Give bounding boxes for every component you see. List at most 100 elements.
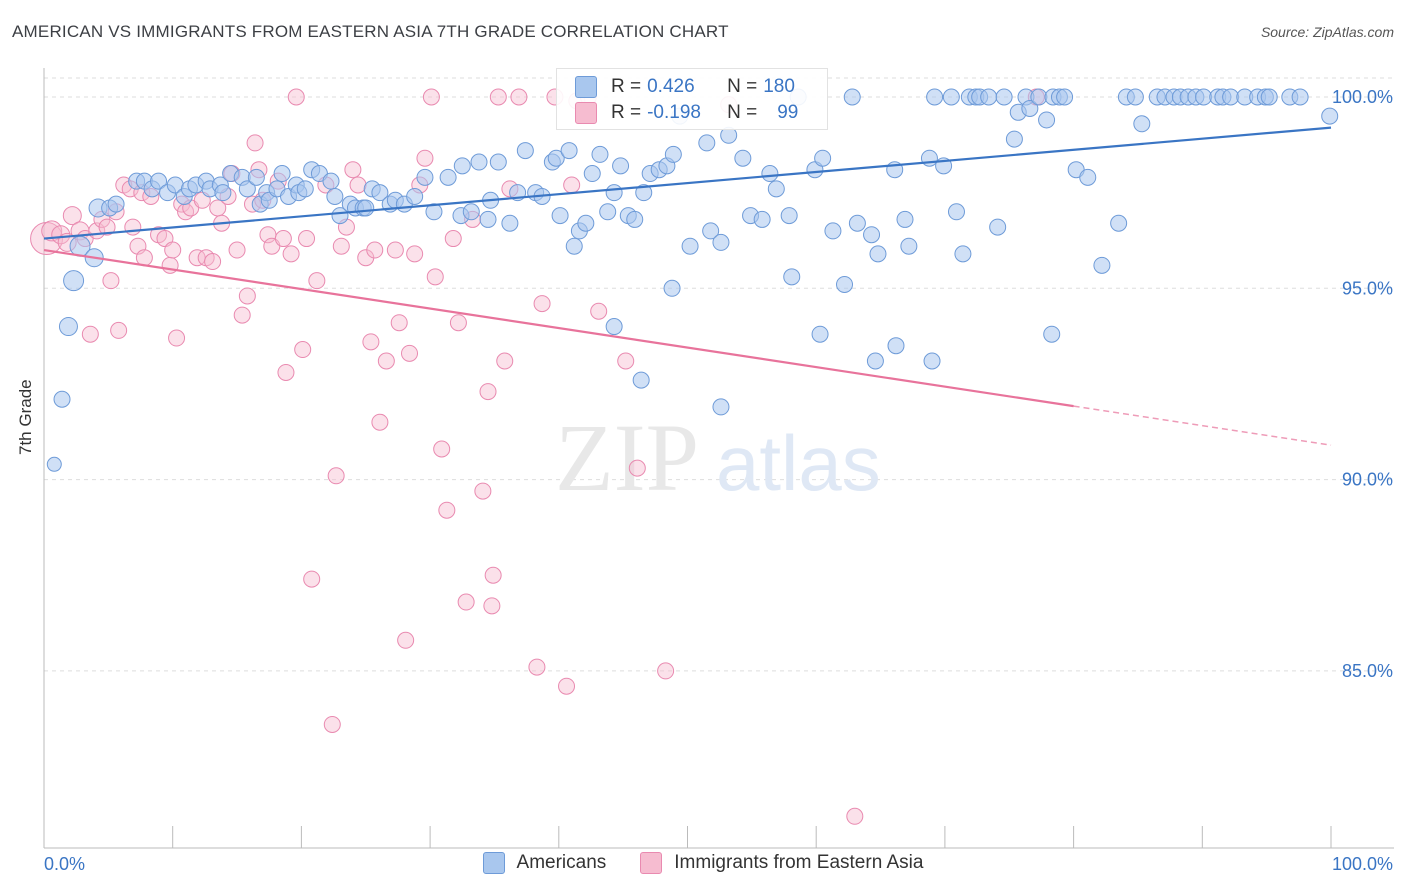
americans-point [920, 149, 938, 167]
americans-swatch [575, 76, 597, 98]
americans-point [947, 203, 965, 221]
immigrants-point [438, 501, 456, 519]
y-tick-label: 90.0% [1342, 470, 1393, 490]
americans-point [1093, 256, 1111, 274]
immigrants-point [422, 88, 440, 106]
immigrants-point [303, 570, 321, 588]
immigrants-point [489, 88, 507, 106]
y-axis-label: 7th Grade [16, 379, 35, 455]
americans-point [1056, 88, 1074, 106]
immigrants-point [274, 230, 292, 248]
n-label: N = [727, 76, 758, 97]
immigrants-point [617, 352, 635, 370]
immigrants-point [124, 218, 142, 236]
americans-legend-swatch [482, 852, 505, 874]
n-value: 180 [763, 76, 795, 97]
americans-trend-line [43, 126, 1332, 240]
chart-title: AMERICAN VS IMMIGRANTS FROM EASTERN ASIA… [12, 22, 729, 41]
immigrants-point [533, 295, 551, 313]
legend-item-americans[interactable]: Americans [482, 852, 607, 874]
r-value: -0.198 [647, 102, 701, 123]
immigrants-point [528, 658, 546, 676]
americans-point [824, 222, 842, 240]
legend-label-americans: Americans [516, 852, 607, 873]
immigrants-point [628, 459, 646, 477]
legend-item-immigrants[interactable]: Immigrants from Eastern Asia [640, 852, 923, 874]
americans-point [296, 180, 314, 198]
x-tick-label: 0.0% [44, 854, 85, 874]
immigrants-point [563, 176, 581, 194]
grid-lines [44, 77, 1394, 672]
americans-point [406, 187, 424, 205]
immigrants-point [483, 597, 501, 615]
americans-point [599, 203, 617, 221]
americans-point [605, 184, 623, 202]
r-label: R = [611, 76, 642, 97]
immigrants-point [558, 677, 576, 695]
americans-point [501, 214, 519, 232]
immigrants-point [287, 88, 305, 106]
series-legend: Americans Immigrants from Eastern Asia [0, 852, 1406, 874]
immigrants-point [397, 631, 415, 649]
immigrants-point [110, 321, 128, 339]
americans-point [836, 275, 854, 293]
immigrants-trend-line [43, 248, 1074, 408]
americans-point [1260, 88, 1278, 106]
source-label: Source: ZipAtlas.com [1260, 24, 1394, 40]
immigrants-point [433, 440, 451, 458]
americans-point [605, 318, 623, 336]
immigrants-point [246, 134, 264, 152]
americans-point [322, 172, 340, 190]
americans-point [887, 337, 905, 355]
immigrants-point [510, 88, 528, 106]
immigrants-point [51, 225, 71, 245]
americans-point [516, 142, 534, 160]
americans-point [923, 352, 941, 370]
americans-point [900, 237, 918, 255]
americans-point [1291, 88, 1309, 106]
americans-point [416, 168, 434, 186]
immigrants-point [294, 341, 312, 359]
americans-point [753, 210, 771, 228]
immigrants-point [344, 161, 362, 179]
immigrants-point [362, 333, 380, 351]
americans-point [698, 134, 716, 152]
immigrants-point [298, 230, 316, 248]
axes [43, 68, 1394, 849]
immigrants-point [204, 253, 222, 271]
americans-point [357, 199, 375, 217]
americans-point [425, 203, 443, 221]
immigrants-point [81, 325, 99, 343]
r-label: R = [611, 102, 642, 123]
stats-row-americans: R = 0.426 N = 180 [575, 74, 795, 100]
immigrants-point [102, 272, 120, 290]
trend-lines [43, 126, 1332, 446]
americans-point [980, 88, 998, 106]
watermark: ZIP atlas [555, 404, 881, 511]
americans-point [238, 180, 256, 198]
immigrants-point [416, 149, 434, 167]
immigrants-trend-extension [1073, 405, 1332, 446]
americans-point [1126, 88, 1144, 106]
americans-point [565, 237, 583, 255]
immigrants-point [449, 314, 467, 332]
y-tick-label: 95.0% [1342, 278, 1393, 298]
immigrants-legend-swatch [640, 852, 663, 874]
legend-label-immigrants: Immigrants from Eastern Asia [674, 852, 924, 873]
immigrants-point [474, 482, 492, 500]
immigrants-point [457, 593, 475, 611]
americans-point [869, 245, 887, 263]
americans-point [107, 195, 125, 213]
americans-point [734, 149, 752, 167]
americans-point [439, 168, 457, 186]
immigrants-point [371, 413, 389, 431]
immigrants-point [41, 220, 63, 242]
americans-point [814, 149, 832, 167]
r-value: 0.426 [647, 76, 695, 97]
americans-point [273, 165, 291, 183]
americans-point [712, 398, 730, 416]
watermark-zip: ZIP [555, 404, 699, 511]
immigrants-swatch [575, 102, 597, 124]
immigrants-point [332, 237, 350, 255]
americans-point [150, 172, 168, 190]
